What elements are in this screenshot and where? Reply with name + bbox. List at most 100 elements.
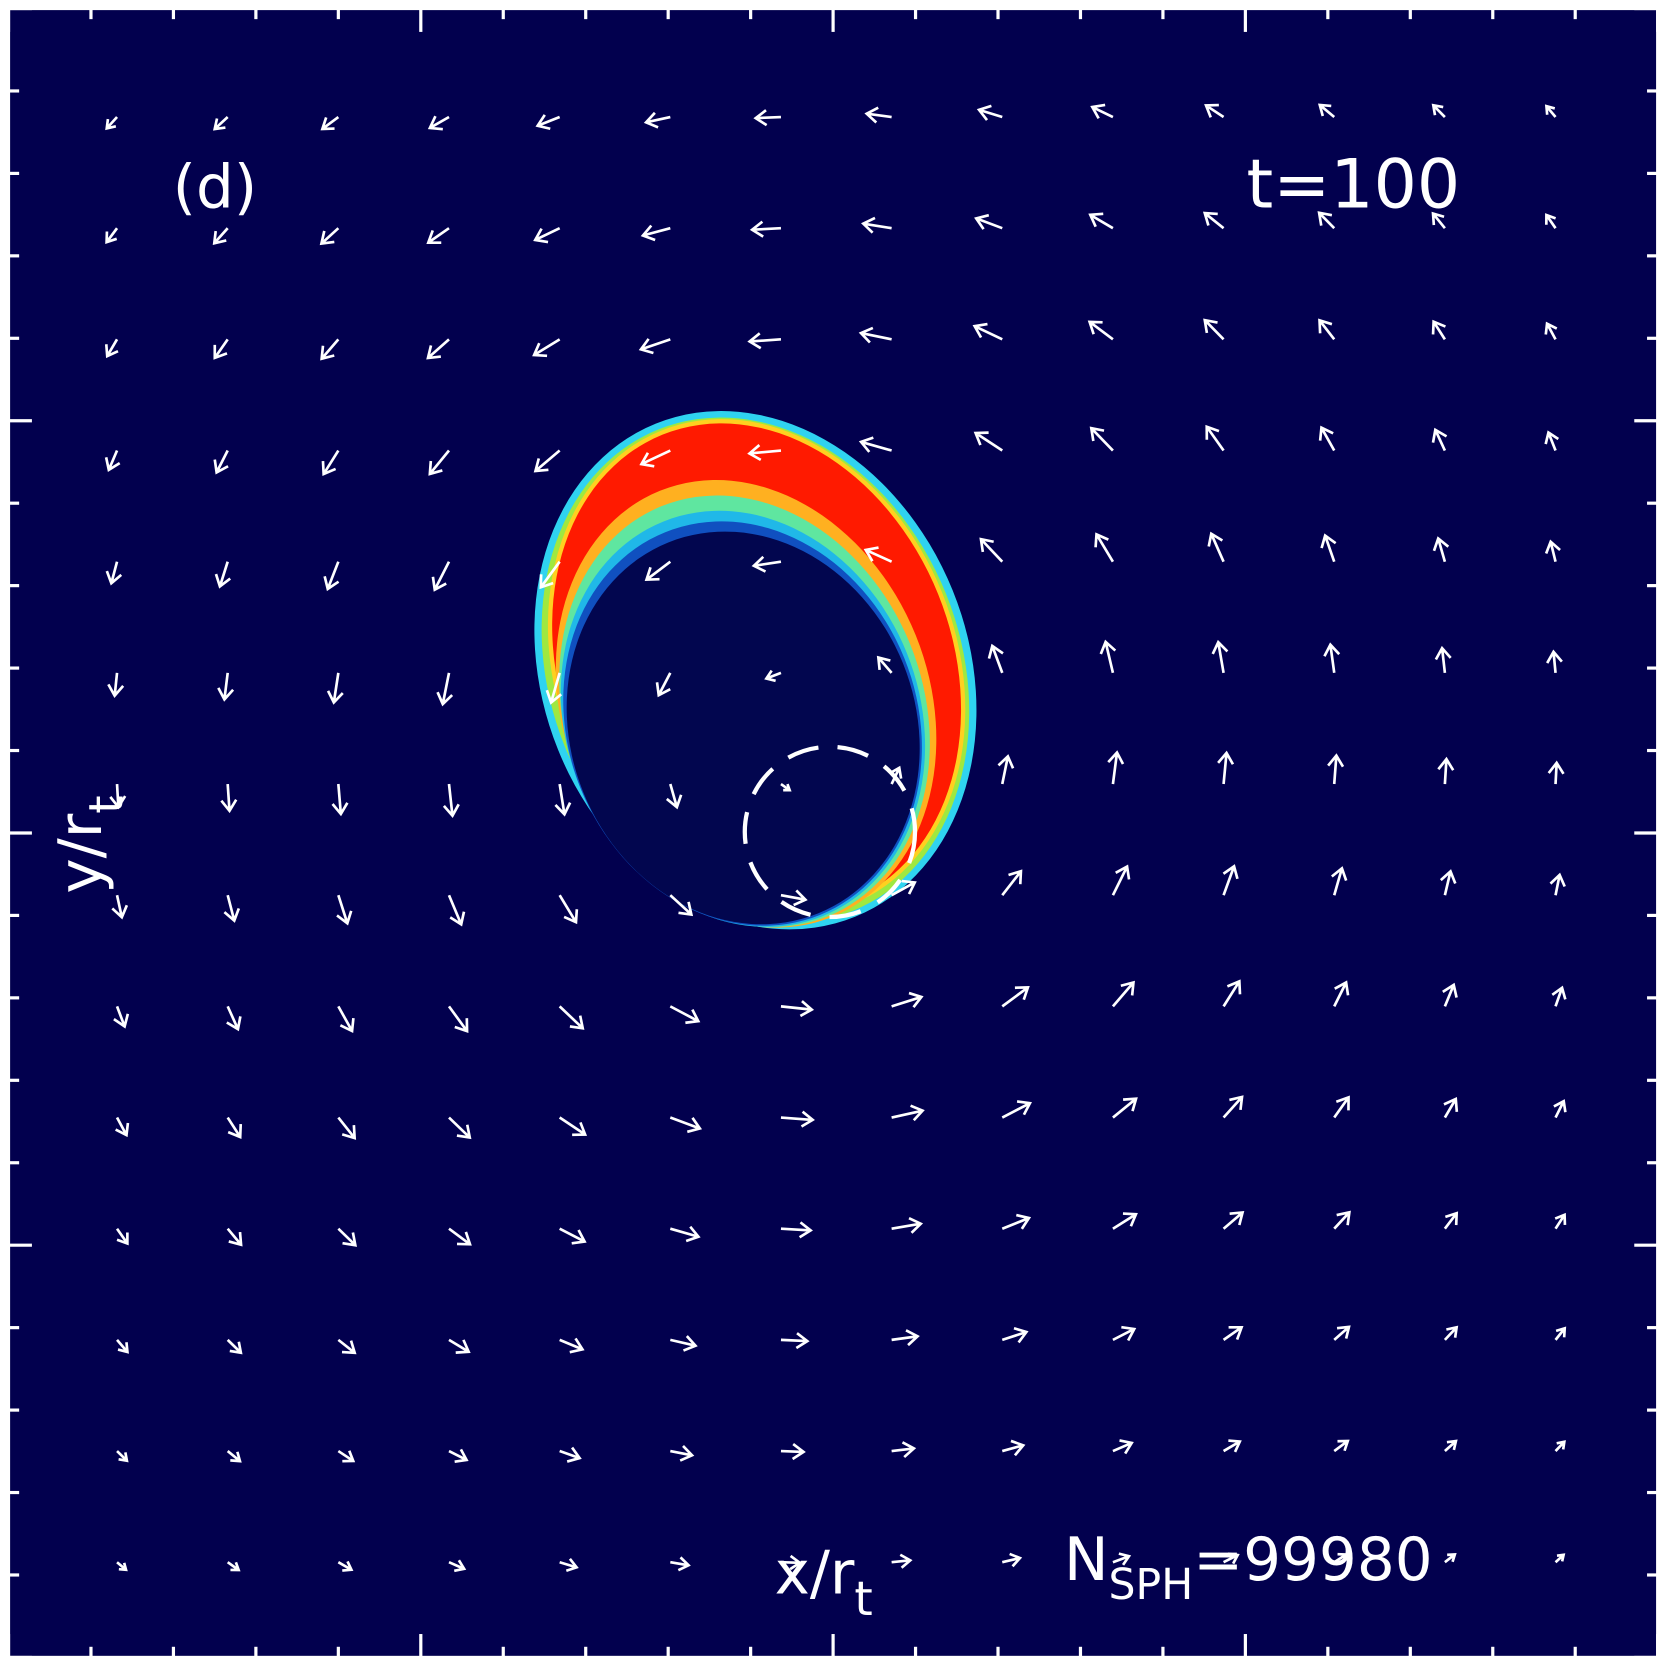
- n-sub: SPH: [1109, 1561, 1194, 1610]
- arrow: [655, 672, 672, 698]
- arrow: [1554, 1326, 1567, 1341]
- arrow: [669, 894, 694, 917]
- arrow: [336, 894, 353, 926]
- arrow: [447, 1005, 469, 1034]
- arrow: [320, 115, 340, 131]
- arrow: [1331, 866, 1348, 896]
- y-axis-label: y/rt: [47, 795, 134, 893]
- arrow: [323, 561, 340, 592]
- arrow: [1333, 1325, 1351, 1341]
- arrow: [643, 111, 671, 129]
- arrow: [111, 894, 129, 920]
- arrow: [1107, 750, 1125, 785]
- arrow: [1205, 424, 1225, 452]
- arrow: [861, 216, 892, 234]
- arrow: [426, 227, 450, 244]
- arrow: [448, 1559, 467, 1573]
- arrow: [1554, 1440, 1566, 1452]
- arrow: [436, 672, 454, 707]
- arrow: [337, 1449, 356, 1463]
- arrow: [670, 1445, 695, 1462]
- arrow: [1431, 427, 1448, 452]
- ring: [534, 411, 977, 930]
- arrow: [104, 338, 119, 359]
- arrow: [226, 1227, 243, 1247]
- arrow: [780, 889, 808, 907]
- arrow: [891, 1441, 917, 1459]
- arrow: [217, 672, 235, 702]
- arrow: [997, 754, 1015, 785]
- arrow: [1222, 979, 1242, 1008]
- arrow: [1432, 536, 1450, 563]
- arrow: [1554, 1553, 1566, 1564]
- arrow: [780, 1000, 815, 1018]
- arrow: [1222, 1095, 1244, 1119]
- dashed-circle: [742, 744, 918, 920]
- arrow: [321, 449, 340, 476]
- arrow: [1323, 642, 1341, 674]
- arrow: [1431, 103, 1446, 118]
- arrow: [1112, 1212, 1138, 1230]
- arrow: [320, 338, 340, 361]
- arrow: [558, 1116, 588, 1137]
- arrow: [1222, 1552, 1240, 1565]
- arrow: [891, 991, 924, 1009]
- arrow: [1088, 212, 1114, 230]
- arrow: [1333, 980, 1350, 1007]
- arrow: [1443, 1325, 1459, 1341]
- arrow: [890, 879, 917, 897]
- arrow: [640, 224, 671, 242]
- arrow: [115, 1116, 130, 1138]
- arrow: [226, 1005, 242, 1032]
- arrow: [1327, 753, 1345, 785]
- arrow: [1112, 1552, 1132, 1566]
- arrow: [1443, 1096, 1459, 1119]
- arrow: [442, 783, 460, 819]
- arrow: [116, 1339, 129, 1354]
- x-label-sub: t: [854, 1573, 872, 1627]
- arrow: [113, 1005, 130, 1029]
- arrow: [858, 326, 892, 344]
- arrow: [1318, 425, 1336, 452]
- arrow: [780, 1554, 803, 1571]
- arrow: [1203, 318, 1225, 341]
- arrow: [1443, 1439, 1458, 1453]
- arrow: [972, 322, 1003, 341]
- arrow: [109, 783, 127, 810]
- arrow: [1444, 1553, 1457, 1564]
- arrow: [747, 444, 782, 462]
- arrow: [780, 1110, 815, 1128]
- velocity-field: [104, 103, 1567, 1573]
- arrow: [559, 1446, 582, 1463]
- arrow: [1001, 1439, 1026, 1457]
- arrow: [1112, 1097, 1138, 1119]
- particle-count: NSPH=99980: [1064, 1526, 1433, 1610]
- arrow: [670, 1335, 698, 1352]
- arrow: [559, 1558, 579, 1572]
- arrow: [1437, 756, 1455, 785]
- arrow: [1544, 321, 1558, 340]
- arrow: [876, 655, 893, 674]
- arrow: [1443, 1211, 1459, 1230]
- arrow: [337, 1005, 355, 1034]
- arrow: [428, 449, 451, 476]
- arrow: [889, 765, 903, 785]
- arrow: [226, 1450, 242, 1463]
- arrow: [1001, 1100, 1032, 1119]
- arrow: [1094, 532, 1115, 563]
- arrow: [105, 116, 119, 131]
- arrow: [226, 1338, 243, 1355]
- arrow: [226, 1116, 243, 1139]
- arrow: [780, 1221, 813, 1239]
- arrow: [639, 449, 671, 468]
- arrow: [558, 1005, 585, 1030]
- arrow: [644, 560, 672, 582]
- arrow: [431, 561, 451, 592]
- arrow: [974, 213, 1003, 230]
- arrow: [751, 555, 782, 573]
- arrow: [1546, 649, 1563, 673]
- arrow: [780, 1332, 810, 1350]
- arrow: [1434, 645, 1452, 674]
- arrow: [987, 643, 1004, 674]
